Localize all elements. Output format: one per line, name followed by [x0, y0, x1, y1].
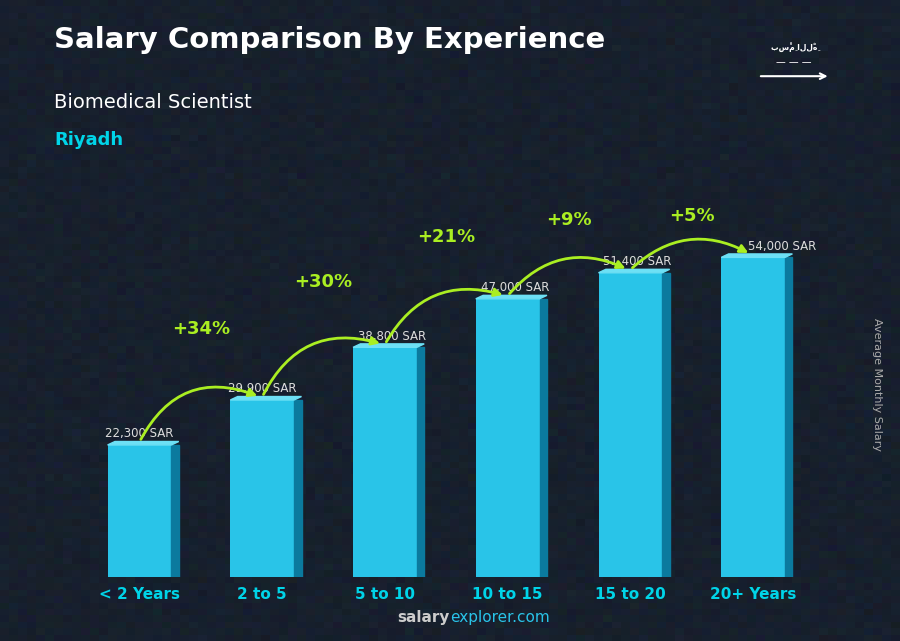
Polygon shape	[171, 445, 179, 577]
Text: +9%: +9%	[546, 210, 592, 229]
Text: salary: salary	[398, 610, 450, 625]
Text: +5%: +5%	[669, 207, 715, 225]
Text: بِسْمِ اللّٰهِ: بِسْمِ اللّٰهِ	[771, 42, 817, 52]
Bar	[230, 400, 294, 577]
Polygon shape	[417, 347, 424, 577]
Text: Salary Comparison By Experience: Salary Comparison By Experience	[54, 26, 605, 54]
Polygon shape	[294, 400, 302, 577]
Text: explorer.com: explorer.com	[450, 610, 550, 625]
Polygon shape	[476, 296, 547, 299]
Polygon shape	[598, 269, 670, 273]
Polygon shape	[108, 442, 179, 445]
Text: 47,000 SAR: 47,000 SAR	[481, 281, 549, 294]
Text: 38,800 SAR: 38,800 SAR	[358, 329, 426, 343]
Text: 51,400 SAR: 51,400 SAR	[603, 255, 671, 268]
Text: 22,300 SAR: 22,300 SAR	[105, 428, 174, 440]
Polygon shape	[662, 273, 670, 577]
Polygon shape	[785, 258, 792, 577]
Polygon shape	[230, 397, 302, 400]
Text: +30%: +30%	[294, 273, 353, 291]
Text: +21%: +21%	[418, 228, 475, 246]
Bar	[721, 258, 785, 577]
Bar	[108, 445, 171, 577]
Text: 54,000 SAR: 54,000 SAR	[748, 240, 816, 253]
Text: Riyadh: Riyadh	[54, 131, 123, 149]
Polygon shape	[353, 344, 424, 347]
Text: Biomedical Scientist: Biomedical Scientist	[54, 93, 252, 112]
Polygon shape	[721, 254, 792, 258]
Bar	[353, 347, 417, 577]
Bar	[476, 299, 540, 577]
Text: 29,900 SAR: 29,900 SAR	[228, 383, 296, 395]
Polygon shape	[540, 299, 547, 577]
Text: Average Monthly Salary: Average Monthly Salary	[872, 318, 883, 451]
Bar	[598, 273, 662, 577]
Text: +34%: +34%	[172, 320, 230, 338]
Text: — — —: — — —	[777, 58, 812, 67]
